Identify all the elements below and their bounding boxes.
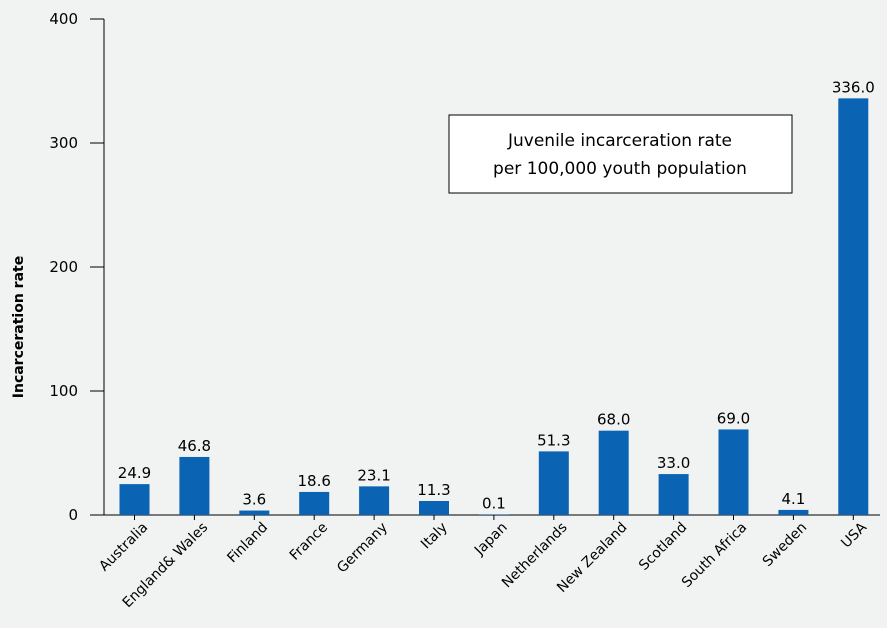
data-label: 3.6 (242, 491, 266, 509)
x-tick-label: Germany (334, 520, 391, 577)
y-tick-label: 0 (68, 506, 78, 524)
annotation-line-1: Juvenile incarceration rate (507, 131, 732, 151)
bar (299, 491, 330, 515)
bar (838, 98, 869, 516)
data-label: 68.0 (597, 411, 630, 429)
bar (478, 514, 509, 515)
x-tick-label: Australia (96, 520, 151, 575)
bar (419, 500, 449, 515)
bar (359, 486, 390, 515)
annotation-line-2: per 100,000 youth population (493, 159, 747, 179)
data-label: 18.6 (297, 472, 330, 490)
data-label: 33.0 (657, 454, 690, 472)
y-tick-label: 100 (49, 382, 78, 400)
value-labels: 24.9 46.8 3.6 18.6 23.1 11.3 0.1 51.3 68.0 33.0 69… (118, 78, 875, 512)
y-ticks: 0 100 200 300 400 (49, 10, 104, 524)
x-tick-label: Italy (418, 520, 451, 553)
data-label: 24.9 (118, 464, 151, 482)
annotation-box: Juvenile incarceration rate per 100,000 … (448, 114, 793, 194)
data-label: 46.8 (178, 437, 211, 455)
x-tick-label: Scotland (636, 520, 690, 574)
data-label: 0.1 (482, 494, 506, 512)
y-tick-label: 400 (49, 10, 78, 28)
x-tick-label: Finland (224, 520, 271, 567)
annotation-box-border (448, 114, 793, 194)
x-tick-label: USA (838, 519, 870, 551)
x-tick-label: Japan (471, 520, 511, 560)
bar (179, 456, 210, 515)
x-tick-label: France (287, 520, 331, 564)
data-label: 336.0 (832, 78, 875, 96)
data-label: 11.3 (417, 481, 450, 499)
y-axis-label: Incarceration rate (11, 256, 27, 398)
y-axis: 0 100 200 300 400 (49, 10, 105, 524)
bar (239, 510, 270, 515)
y-tick-label: 200 (49, 258, 78, 276)
bar (598, 430, 629, 515)
bars (119, 98, 869, 516)
bar (718, 429, 749, 515)
bar (658, 474, 689, 515)
data-label: 4.1 (781, 490, 805, 508)
bar (778, 509, 809, 515)
data-label: 23.1 (357, 466, 390, 484)
data-label: 51.3 (537, 431, 570, 449)
y-tick-label: 300 (49, 134, 78, 152)
bar (119, 484, 150, 515)
data-label: 69.0 (717, 409, 750, 427)
bar (538, 451, 569, 515)
x-tick-label: Sweden (760, 520, 810, 570)
